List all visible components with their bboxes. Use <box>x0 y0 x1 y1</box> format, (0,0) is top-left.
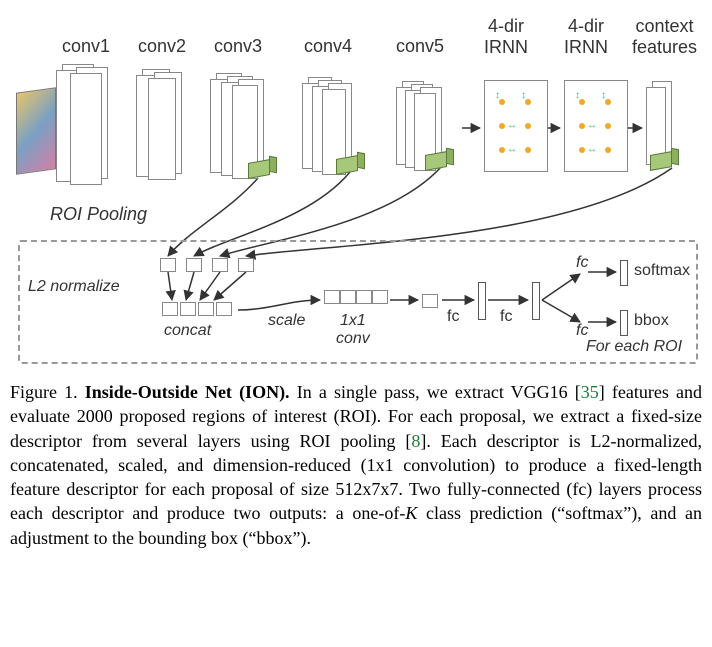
caption-title: Inside-Outside Net (ION). <box>85 382 290 402</box>
fc-bar-1 <box>478 282 486 320</box>
feature-cube <box>422 294 438 308</box>
lbl-context: context features <box>632 16 697 58</box>
roi-cube <box>336 155 358 175</box>
caption-lead: Figure 1. <box>10 382 85 402</box>
conv1x1-cube <box>356 290 372 304</box>
lbl-conv1: conv1 <box>62 36 110 57</box>
irnn-box-1: ↕↕ ↔↔ <box>484 80 548 172</box>
pooled-cube <box>212 258 228 272</box>
roi-cube <box>425 151 447 171</box>
concat-cube <box>180 302 196 316</box>
roi-cube <box>650 151 672 171</box>
lbl-irnn1: 4-dir IRNN <box>484 16 528 58</box>
concat-cube <box>216 302 232 316</box>
lbl-roi-pooling: ROI Pooling <box>50 204 147 225</box>
lbl-fc2: fc <box>500 308 512 326</box>
caption-body: In a single pass, we extract VGG16 [35] … <box>10 382 702 548</box>
roi-cube <box>248 159 270 179</box>
softmax-bar <box>620 260 628 286</box>
lbl-fc1: fc <box>447 308 459 326</box>
lbl-conv4: conv4 <box>304 36 352 57</box>
lbl-l2: L2 normalize <box>28 278 120 296</box>
lbl-concat: concat <box>164 322 211 340</box>
lbl-conv5: conv5 <box>396 36 444 57</box>
lbl-conv2: conv2 <box>138 36 186 57</box>
lbl-scale: scale <box>268 312 305 330</box>
conv1x1-cube <box>372 290 388 304</box>
concat-cube <box>162 302 178 316</box>
input-image <box>16 87 56 175</box>
lbl-conv3: conv3 <box>214 36 262 57</box>
lbl-bbox: bbox <box>634 312 669 330</box>
irnn-box-2: ↕↕ ↔↔ <box>564 80 628 172</box>
pooled-cube <box>160 258 176 272</box>
architecture-diagram: conv1 conv2 conv3 conv4 conv5 4-dir IRNN… <box>10 10 702 380</box>
conv1x1-cube <box>324 290 340 304</box>
pooled-cube <box>186 258 202 272</box>
fc-bar-2 <box>532 282 540 320</box>
pooled-cube <box>238 258 254 272</box>
figure-caption: Figure 1. Inside-Outside Net (ION). In a… <box>10 380 702 550</box>
concat-cube <box>198 302 214 316</box>
lbl-1x1: 1x1 conv <box>336 312 370 348</box>
lbl-for-each: For each ROI <box>586 338 682 356</box>
lbl-fc3: fc <box>576 254 588 272</box>
bbox-bar <box>620 310 628 336</box>
lbl-softmax: softmax <box>634 262 690 280</box>
lbl-irnn2: 4-dir IRNN <box>564 16 608 58</box>
conv1x1-cube <box>340 290 356 304</box>
